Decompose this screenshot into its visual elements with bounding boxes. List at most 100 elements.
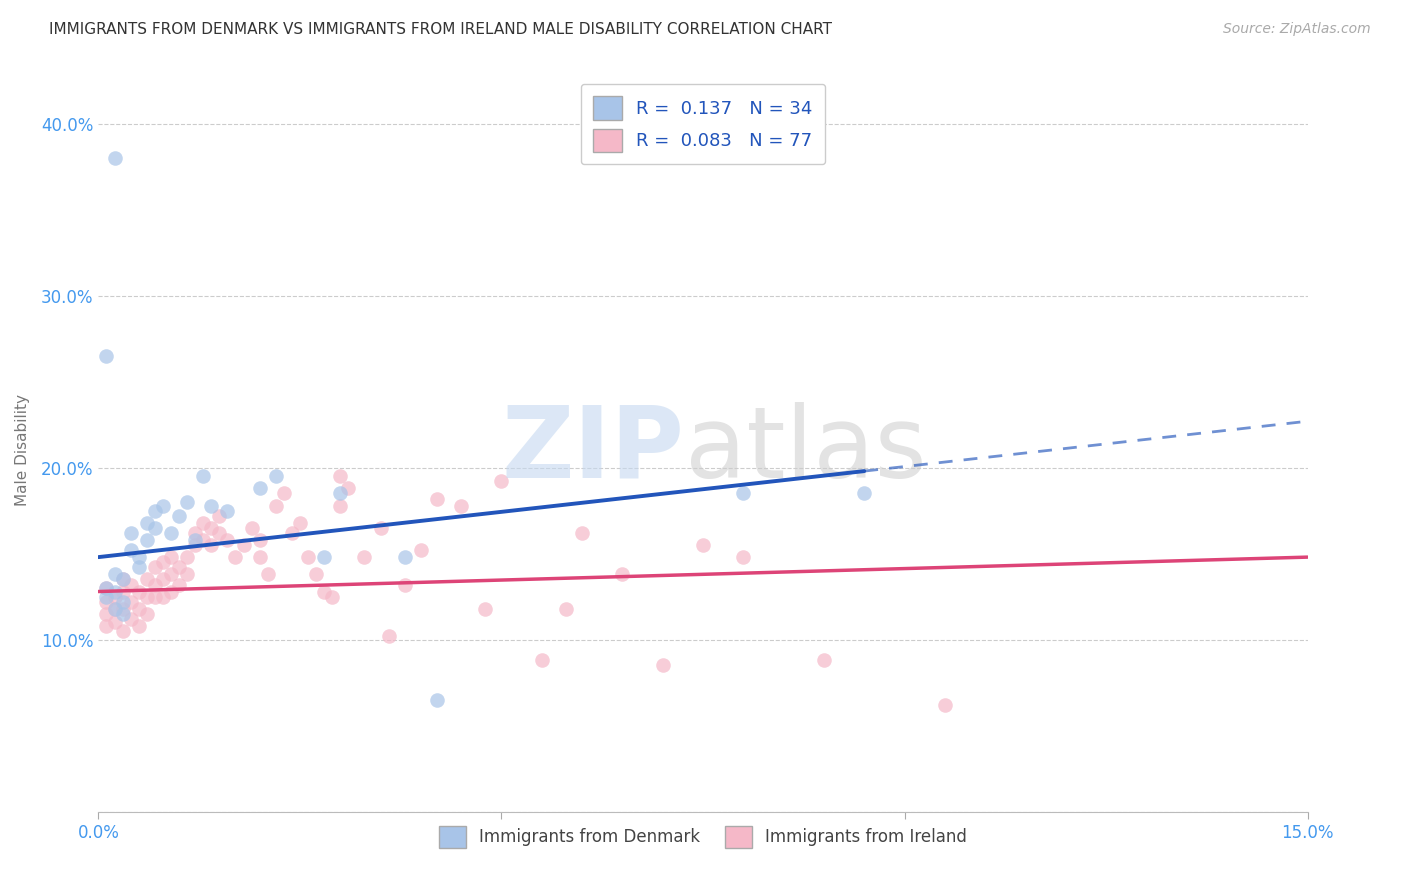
Point	[612, 567, 634, 582]
Point	[167, 560, 190, 574]
Point	[103, 567, 125, 582]
Point	[96, 581, 118, 595]
Point	[176, 567, 198, 582]
Point	[193, 533, 215, 547]
Text: IMMIGRANTS FROM DENMARK VS IMMIGRANTS FROM IRELAND MALE DISABILITY CORRELATION C: IMMIGRANTS FROM DENMARK VS IMMIGRANTS FR…	[49, 22, 832, 37]
Point	[111, 601, 134, 615]
Point	[135, 607, 157, 621]
Point	[103, 615, 125, 630]
Point	[193, 516, 215, 530]
Point	[111, 595, 134, 609]
Point	[329, 486, 352, 500]
Point	[103, 151, 125, 165]
Point	[176, 495, 198, 509]
Point	[111, 573, 134, 587]
Point	[934, 698, 956, 712]
Point	[450, 499, 472, 513]
Point	[200, 521, 222, 535]
Point	[200, 499, 222, 513]
Text: ZIP: ZIP	[502, 402, 685, 499]
Point	[103, 601, 125, 615]
Point	[128, 619, 150, 633]
Point	[426, 491, 449, 506]
Point	[530, 653, 553, 667]
Point	[256, 567, 278, 582]
Point	[143, 577, 166, 591]
Point	[370, 521, 392, 535]
Point	[111, 624, 134, 639]
Point	[217, 503, 239, 517]
Point	[176, 550, 198, 565]
Point	[217, 533, 239, 547]
Point	[297, 550, 319, 565]
Point	[305, 567, 328, 582]
Point	[103, 590, 125, 604]
Point	[288, 516, 311, 530]
Point	[128, 560, 150, 574]
Legend: Immigrants from Denmark, Immigrants from Ireland: Immigrants from Denmark, Immigrants from…	[429, 816, 977, 857]
Point	[160, 526, 183, 541]
Point	[232, 538, 254, 552]
Point	[135, 573, 157, 587]
Point	[135, 590, 157, 604]
Point	[337, 481, 360, 495]
Point	[111, 607, 134, 621]
Point	[143, 521, 166, 535]
Point	[651, 658, 673, 673]
Point	[160, 584, 183, 599]
Point	[135, 533, 157, 547]
Point	[353, 550, 375, 565]
Point	[184, 538, 207, 552]
Text: Source: ZipAtlas.com: Source: ZipAtlas.com	[1223, 22, 1371, 37]
Point	[120, 526, 142, 541]
Point	[152, 573, 174, 587]
Point	[152, 590, 174, 604]
Point	[853, 486, 876, 500]
Point	[111, 573, 134, 587]
Point	[208, 526, 231, 541]
Point	[160, 550, 183, 565]
Point	[96, 590, 118, 604]
Y-axis label: Male Disability: Male Disability	[15, 394, 30, 507]
Point	[733, 550, 755, 565]
Point	[120, 612, 142, 626]
Point	[409, 543, 432, 558]
Point	[224, 550, 246, 565]
Point	[128, 584, 150, 599]
Point	[200, 538, 222, 552]
Point	[692, 538, 714, 552]
Point	[96, 607, 118, 621]
Point	[152, 555, 174, 569]
Point	[281, 526, 304, 541]
Point	[491, 475, 513, 489]
Point	[208, 508, 231, 523]
Point	[474, 601, 496, 615]
Point	[394, 550, 416, 565]
Point	[571, 526, 593, 541]
Point	[264, 469, 287, 483]
Text: atlas: atlas	[685, 402, 927, 499]
Point	[96, 349, 118, 363]
Point	[249, 481, 271, 495]
Point	[135, 516, 157, 530]
Point	[111, 584, 134, 599]
Point	[273, 486, 295, 500]
Point	[314, 584, 336, 599]
Point	[329, 469, 352, 483]
Point	[733, 486, 755, 500]
Point	[193, 469, 215, 483]
Point	[128, 601, 150, 615]
Point	[160, 567, 183, 582]
Point	[813, 653, 835, 667]
Point	[167, 577, 190, 591]
Point	[103, 584, 125, 599]
Point	[143, 503, 166, 517]
Point	[321, 590, 343, 604]
Point	[120, 577, 142, 591]
Point	[96, 595, 118, 609]
Point	[184, 526, 207, 541]
Point	[167, 508, 190, 523]
Point	[128, 550, 150, 565]
Point	[152, 499, 174, 513]
Point	[249, 550, 271, 565]
